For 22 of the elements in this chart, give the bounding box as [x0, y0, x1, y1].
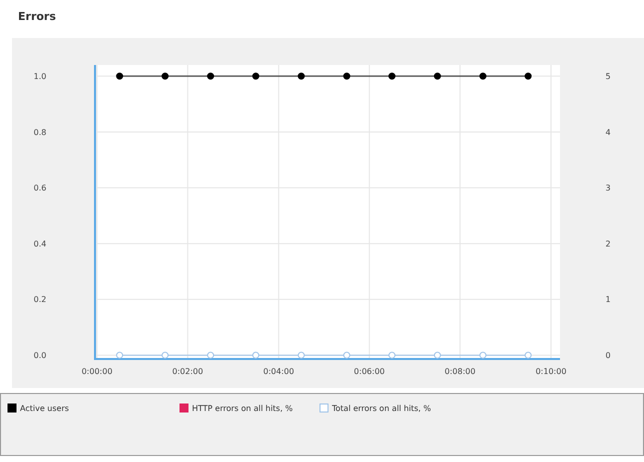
y2-tick-label: 5 [605, 72, 611, 81]
y2-tick-label: 4 [605, 128, 611, 137]
x-tick-label: 0:06:00 [354, 367, 385, 376]
y-tick-label: 0.2 [34, 295, 46, 304]
y-tick-label: 0.0 [34, 351, 46, 360]
y-tick-label: 0.8 [34, 128, 46, 137]
x-tick-label: 0:00:00 [82, 367, 112, 376]
y-tick-label: 1.0 [34, 72, 46, 81]
y2-tick-label: 3 [605, 184, 611, 193]
x-tick-label: 0:10:00 [536, 367, 566, 376]
legend-label: Active users [20, 404, 69, 413]
y2-tick-label: 1 [605, 295, 611, 304]
y-tick-label: 0.4 [34, 239, 46, 248]
legend-label: HTTP errors on all hits, % [192, 404, 294, 413]
x-tick-label: 0:02:00 [172, 367, 204, 376]
y2-tick-label: 0 [605, 351, 611, 360]
legend-label: Total errors on all hits, % [331, 404, 432, 413]
y-tick-label: 0.6 [34, 184, 46, 193]
y2-tick-label: 2 [605, 239, 611, 248]
x-tick-label: 0:04:00 [263, 367, 294, 376]
chart-title: Errors [18, 10, 56, 23]
x-tick-label: 0:08:00 [444, 367, 476, 376]
